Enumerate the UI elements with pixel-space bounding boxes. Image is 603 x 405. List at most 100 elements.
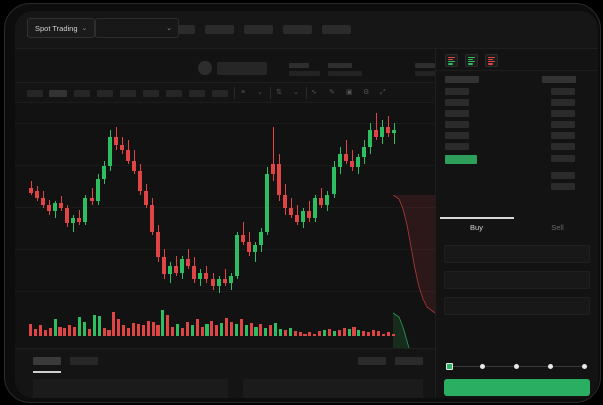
stat-value — [289, 71, 320, 76]
compare-icon[interactable]: ⇅ — [276, 89, 282, 96]
volume-bar — [127, 327, 131, 336]
order-book-panel: Buy Sell — [435, 49, 598, 398]
candle-body — [319, 197, 324, 205]
fullscreen-icon[interactable]: ⤢ — [380, 89, 386, 96]
tab-sell[interactable]: Sell — [551, 223, 564, 232]
orders-tab-open[interactable] — [33, 357, 61, 365]
volume-bar — [112, 312, 116, 336]
candle-body — [385, 126, 390, 134]
volume-bar — [352, 326, 356, 336]
interval-button-1[interactable] — [27, 90, 43, 97]
price-chart[interactable] — [15, 103, 435, 348]
candle-body — [53, 203, 58, 212]
submit-buy-button[interactable] — [444, 379, 590, 396]
orders-tab-history[interactable] — [70, 357, 98, 365]
orderbook-row-amount[interactable] — [551, 99, 575, 106]
volume-bar — [298, 332, 302, 336]
tablet-bezel: Spot Trading ⌄ ⌄ — [4, 3, 601, 403]
volume-bar — [190, 325, 194, 336]
interval-button-9[interactable] — [212, 90, 228, 97]
amount-field[interactable] — [444, 297, 590, 315]
candle-body — [349, 160, 354, 168]
drawing-pencil-icon[interactable]: ✎ — [329, 89, 335, 96]
interval-button-5[interactable] — [120, 90, 136, 97]
volume-bar — [87, 328, 91, 336]
orderbook-both-icon[interactable] — [445, 54, 458, 67]
orderbook-row-price[interactable] — [445, 132, 469, 139]
volume-bar — [220, 323, 224, 336]
candle-body — [29, 187, 33, 193]
percent-slider[interactable] — [446, 361, 588, 371]
volume-bar — [43, 330, 47, 336]
candle-body — [252, 245, 257, 253]
nav-item-more[interactable] — [322, 25, 351, 34]
orders-card-2 — [243, 379, 423, 398]
candle-body — [313, 197, 318, 219]
orderbook-row-amount[interactable] — [551, 172, 575, 179]
orderbook-spread-row — [445, 155, 477, 164]
interval-button-8[interactable] — [189, 90, 205, 97]
volume-bar — [318, 331, 322, 336]
orderbook-row-amount[interactable] — [551, 110, 575, 117]
orderbook-row-price[interactable] — [445, 110, 469, 117]
snapshot-camera-icon[interactable]: ▣ — [346, 89, 353, 96]
candle-wick — [291, 197, 293, 219]
slider-stop-75[interactable] — [548, 363, 553, 369]
candle-body — [65, 208, 70, 224]
candle-body — [283, 194, 288, 209]
orderbook-bids-icon[interactable] — [465, 54, 478, 67]
interval-button-3[interactable] — [74, 90, 90, 97]
line-style-icon[interactable]: ∿ — [311, 89, 317, 96]
slider-stop-25[interactable] — [480, 363, 485, 369]
volume-bar — [156, 325, 160, 336]
order-book-rows[interactable] — [436, 71, 598, 193]
volume-bar — [161, 310, 165, 336]
interval-button-6[interactable] — [143, 90, 159, 97]
orderbook-row-price[interactable] — [445, 121, 469, 128]
stat-label — [328, 63, 352, 68]
orderbook-asks-icon[interactable] — [485, 54, 498, 67]
volume-bar — [367, 332, 371, 336]
nav-item-trade[interactable] — [205, 25, 234, 34]
candle-body — [216, 279, 221, 287]
nav-item-derivatives[interactable] — [244, 25, 273, 34]
tab-buy[interactable]: Buy — [470, 223, 483, 232]
nav-item-markets[interactable] — [166, 25, 195, 34]
orderbook-row-amount[interactable] — [551, 132, 575, 139]
compare-dropdown-icon[interactable]: ⌄ — [293, 89, 299, 96]
orderbook-row-amount[interactable] — [551, 88, 575, 95]
volume-bar — [33, 328, 38, 336]
orders-action-2[interactable] — [395, 357, 423, 365]
price-field[interactable] — [444, 271, 590, 289]
candle-body — [137, 170, 142, 192]
interval-button-4[interactable] — [97, 90, 113, 97]
orderbook-row-amount[interactable] — [551, 155, 575, 162]
orderbook-row-amount[interactable] — [551, 121, 575, 128]
orderbook-row-amount[interactable] — [551, 183, 575, 190]
candle-wick — [242, 221, 244, 246]
settings-gear-icon[interactable]: ⚙ — [363, 89, 370, 96]
orderbook-row-price[interactable] — [445, 143, 469, 150]
candle-body — [162, 257, 167, 275]
orderbook-row-price[interactable] — [445, 99, 469, 106]
candle-body — [210, 279, 215, 287]
orders-action-1[interactable] — [358, 357, 386, 365]
orderbook-row-amount[interactable] — [551, 143, 575, 150]
indicators-icon[interactable]: ≡ — [241, 89, 246, 96]
slider-stop-50[interactable] — [514, 363, 519, 369]
nav-item-earn[interactable] — [283, 25, 312, 34]
orderbook-row-price[interactable] — [445, 88, 469, 95]
pair-select[interactable]: ⌄ — [95, 18, 179, 38]
interval-button-7[interactable] — [166, 90, 182, 97]
interval-button-2[interactable] — [49, 90, 67, 97]
market-mode-button[interactable]: Spot Trading ⌄ — [27, 18, 96, 38]
candle-body — [301, 211, 306, 222]
slider-handle[interactable] — [446, 362, 453, 370]
slider-stop-100[interactable] — [582, 363, 587, 369]
indicator-dropdown-icon[interactable]: ⌄ — [257, 89, 263, 96]
volume-bar — [278, 328, 283, 336]
candle-wick — [224, 269, 226, 287]
candle-body — [277, 163, 282, 195]
order-type-field[interactable] — [444, 245, 590, 263]
volume-bar — [215, 325, 219, 336]
